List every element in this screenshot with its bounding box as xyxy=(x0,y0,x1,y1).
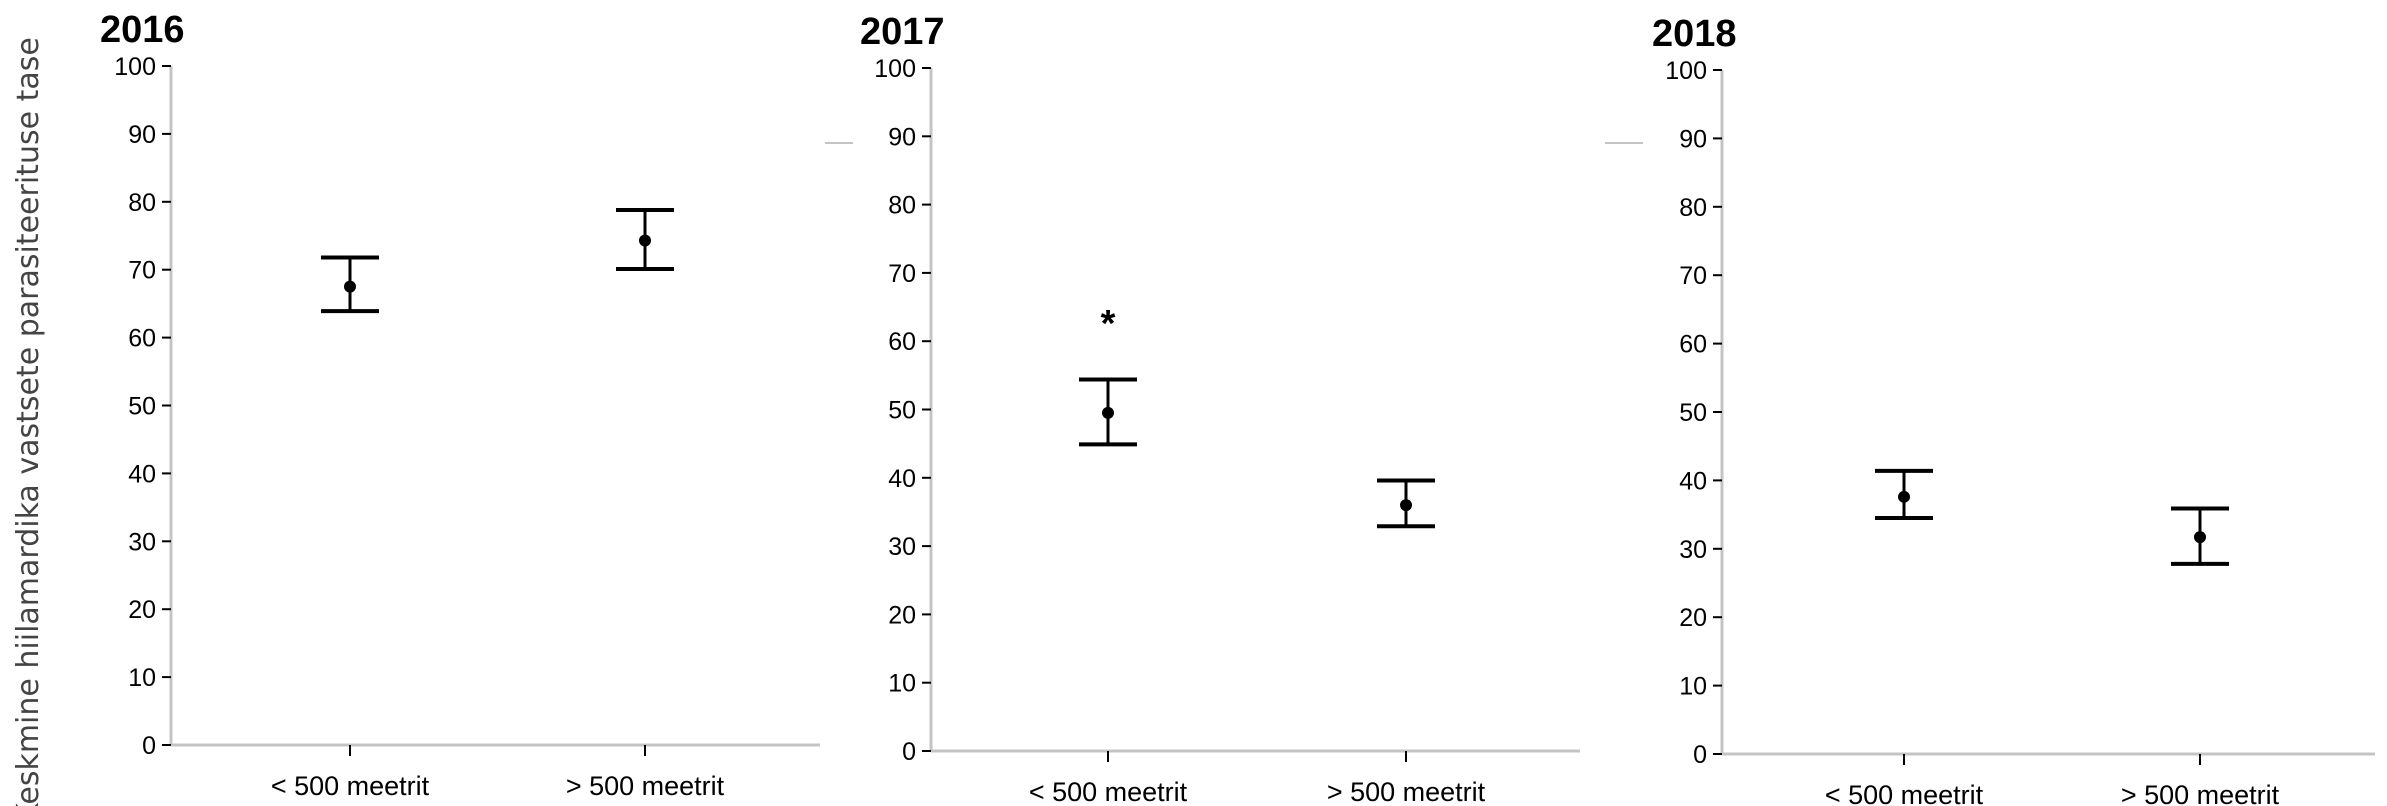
x-category-label: < 500 meetrit xyxy=(1029,777,1188,806)
y-tick-label: 70 xyxy=(1679,262,1707,290)
y-tick-label: 70 xyxy=(888,260,916,288)
y-tick-label: 90 xyxy=(1679,125,1707,153)
y-tick-label: 100 xyxy=(1665,57,1707,85)
significance-marker: * xyxy=(1101,303,1116,345)
data-point xyxy=(344,280,356,293)
y-tick-label: 20 xyxy=(128,596,156,624)
y-tick-label: 60 xyxy=(128,325,156,353)
y-tick-label: 50 xyxy=(1679,399,1707,427)
y-tick-label: 100 xyxy=(114,53,156,81)
y-tick-label: 50 xyxy=(128,393,156,421)
y-tick-label: 40 xyxy=(888,465,916,493)
y-tick-label: 70 xyxy=(128,257,156,285)
y-tick-label: 60 xyxy=(1679,331,1707,359)
y-tick-label: 80 xyxy=(128,189,156,217)
y-tick-label: 0 xyxy=(142,732,156,760)
data-point xyxy=(1102,406,1114,419)
y-tick-label: 60 xyxy=(888,328,916,356)
chart-panel-2017: 2017 0 10 20 30 40 50 60 70 80 90 100 < 500 meetrit >… xyxy=(860,11,1580,806)
x-category-label: < 500 meetrit xyxy=(1825,780,1984,806)
y-axis-label: Keskmine hiilamardika vastsete parasitee… xyxy=(11,37,46,806)
y-tick-label: 100 xyxy=(874,55,916,83)
y-tick-label: 10 xyxy=(1679,673,1707,701)
data-point xyxy=(2194,531,2206,544)
y-tick-label: 20 xyxy=(888,601,916,629)
y-tick-label: 10 xyxy=(888,670,916,698)
x-category-label: < 500 meetrit xyxy=(271,771,430,801)
chart-panel-2018: 2018 0 10 20 30 40 50 60 70 80 90 100 < 500 meetrit >… xyxy=(1652,13,2375,806)
y-tick-label: 40 xyxy=(128,460,156,488)
panel-title: 2018 xyxy=(1652,13,1737,55)
y-tick-label: 80 xyxy=(1679,194,1707,222)
y-tick-label: 0 xyxy=(902,738,916,766)
y-tick-label: 90 xyxy=(128,121,156,149)
panel-title: 2016 xyxy=(100,9,185,51)
y-tick-label: 30 xyxy=(1679,536,1707,564)
y-tick-label: 40 xyxy=(1679,467,1707,495)
y-tick-label: 30 xyxy=(128,528,156,556)
chart-panel-2016: 2016 0 10 20 30 40 50 60 70 80 90 100 < 500 meetrit >… xyxy=(100,9,820,801)
x-category-label: > 500 meetrit xyxy=(2121,780,2280,806)
y-tick-label: 50 xyxy=(888,397,916,425)
y-tick-label: 30 xyxy=(888,533,916,561)
y-tick-label: 90 xyxy=(888,123,916,151)
y-tick-label: 0 xyxy=(1693,741,1707,769)
panel-title: 2017 xyxy=(860,11,945,53)
data-point xyxy=(1400,499,1412,512)
y-tick-label: 10 xyxy=(128,664,156,692)
y-tick-label: 20 xyxy=(1679,604,1707,632)
x-category-label: > 500 meetrit xyxy=(1327,777,1486,806)
data-point xyxy=(1898,490,1910,503)
x-category-label: > 500 meetrit xyxy=(566,771,725,801)
data-point xyxy=(639,234,651,247)
y-tick-label: 80 xyxy=(888,192,916,220)
